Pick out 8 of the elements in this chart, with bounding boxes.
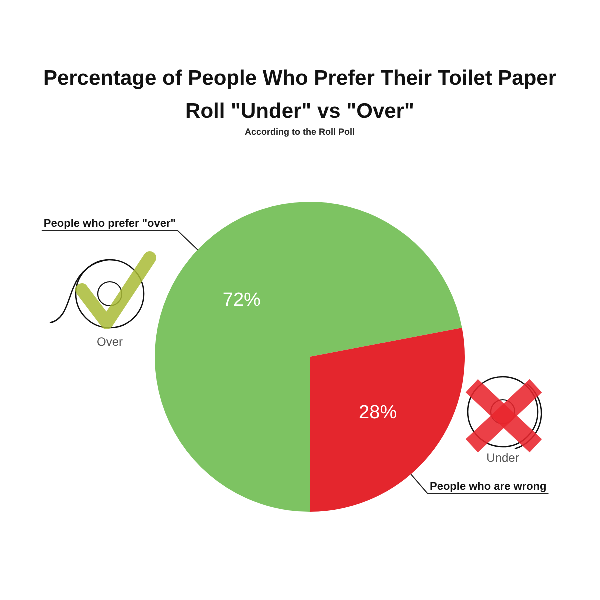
data-label: 72% bbox=[222, 290, 262, 311]
chart-subtitle: According to the Roll Poll bbox=[244, 126, 356, 139]
slice-label: People who are wrong bbox=[430, 481, 547, 493]
slice-label: People who prefer "over" bbox=[44, 218, 176, 230]
text: Under bbox=[486, 450, 520, 466]
text: Over bbox=[96, 334, 124, 350]
chart-title: Percentage of People Who Prefer Their Toilet Paper Roll "Under" vs "Over" bbox=[42, 66, 558, 125]
data-label: 28% bbox=[359, 402, 398, 424]
